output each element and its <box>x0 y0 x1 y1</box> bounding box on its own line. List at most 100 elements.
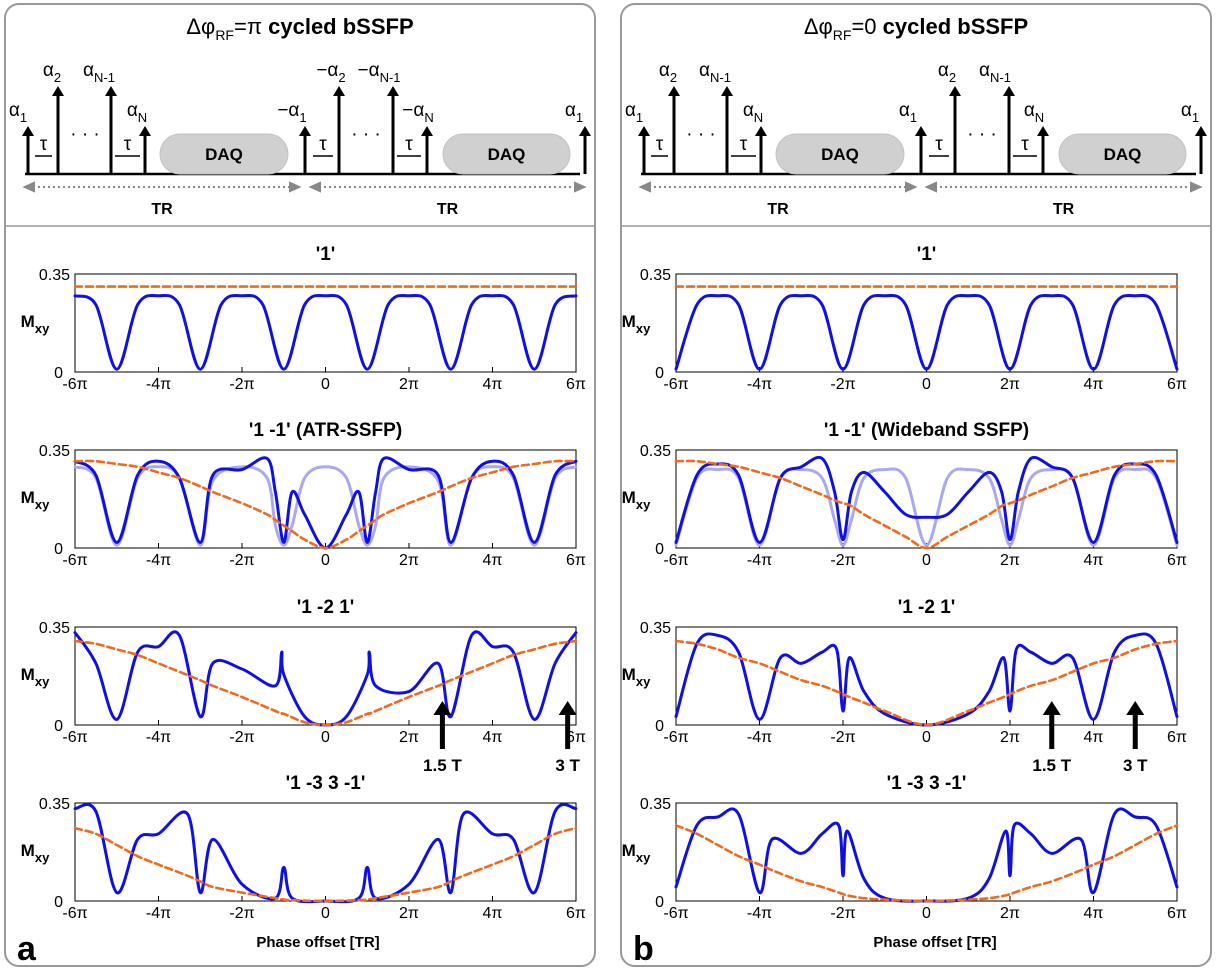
y-tick-label: 0.35 <box>39 620 70 637</box>
x-tick-label: 2π <box>1000 552 1020 569</box>
flip-angle-label: αN <box>743 100 763 125</box>
y-tick-label: 0.35 <box>640 267 671 284</box>
y-tick-label: 0.35 <box>640 443 671 460</box>
field-strength-arrowhead <box>1126 701 1145 715</box>
tr-label: TR <box>151 201 173 218</box>
rf-pulse-arrowhead <box>579 126 591 136</box>
x-tick-label: 0 <box>922 905 931 922</box>
tau-label: τ <box>1021 134 1029 155</box>
plot-title: '1 -3 3 -1' <box>887 773 967 794</box>
sequence-title: ΔφRF=0 cycled bSSFP <box>804 14 1028 43</box>
daq-block <box>159 133 289 175</box>
flip-angle-label: −αN-1 <box>357 60 400 85</box>
y-axis-label: Mxy <box>21 488 50 512</box>
x-tick-label: -4π <box>146 905 171 922</box>
rf-pulse-arrowhead <box>1037 126 1049 136</box>
flip-angle-label: α1 <box>9 100 27 125</box>
y-tick-label: 0.35 <box>39 267 70 284</box>
x-tick-label: 0 <box>321 552 330 569</box>
x-tick-label: -6π <box>62 729 87 746</box>
flip-angle-label: α2 <box>43 60 61 85</box>
x-tick-label: 2π <box>399 905 419 922</box>
x-tick-label: -2π <box>229 552 254 569</box>
panel-letter: b <box>633 930 654 968</box>
flip-angle-label: αN <box>1024 100 1044 125</box>
tau-label: τ <box>405 134 413 155</box>
x-tick-label: -6π <box>663 552 688 569</box>
x-tick-label: -6π <box>62 552 87 569</box>
x-tick-label: -6π <box>62 905 87 922</box>
x-tick-label: -6π <box>663 376 688 393</box>
rf-pulse-arrowhead <box>299 126 311 136</box>
x-tick-label: -2π <box>229 376 254 393</box>
x-tick-label: 0 <box>321 905 330 922</box>
y-tick-label: 0 <box>54 894 63 911</box>
y-tick-label: 0.35 <box>640 796 671 813</box>
y-tick-label: 0 <box>54 365 63 382</box>
tr-label: TR <box>437 201 459 218</box>
x-tick-label: 6π <box>1167 552 1187 569</box>
x-tick-label: 6π <box>1167 376 1187 393</box>
flip-angle-label: −α1 <box>277 100 306 125</box>
rf-pulse-arrowhead <box>1003 86 1015 96</box>
rf-pulse-arrowhead <box>22 126 34 136</box>
plot-title: '1 -1' (ATR-SSFP) <box>249 420 402 441</box>
y-tick-label: 0.35 <box>39 796 70 813</box>
plot-title: '1 -2 1' <box>297 597 355 618</box>
x-tick-label: 4π <box>1084 729 1104 746</box>
plot-b-2: '1 -1' (Wideband SSFP) 0.35 0 Mxy -6π -4π -2π 0… <box>622 420 1187 569</box>
x-tick-label: -2π <box>830 729 855 746</box>
x-tick-label: -2π <box>229 905 254 922</box>
x-axis-title: Phase offset [TR] <box>256 934 379 951</box>
flip-angle-label: α2 <box>659 60 677 85</box>
panel-letter: a <box>17 930 37 968</box>
field-strength-arrowhead <box>433 701 452 715</box>
x-tick-label: -4π <box>747 376 772 393</box>
tau-label: τ <box>124 134 132 155</box>
x-tick-label: 6π <box>566 552 586 569</box>
rf-pulse-arrowhead <box>638 126 650 136</box>
series-envelope <box>73 826 578 903</box>
y-axis-label: Mxy <box>622 841 651 865</box>
y-tick-label: 0 <box>655 541 664 558</box>
rf-pulse-arrowhead <box>105 86 117 96</box>
tau-label: τ <box>935 134 943 155</box>
plot-title: '1 -3 3 -1' <box>286 773 366 794</box>
pulse-ellipsis: · · · <box>70 124 100 145</box>
series-main <box>674 293 1179 371</box>
sequence-title: ΔφRF=π cycled bSSFP <box>186 14 413 43</box>
tau-label: τ <box>656 134 664 155</box>
series-envelope <box>674 459 1179 550</box>
flip-angle-label: α1 <box>625 100 643 125</box>
x-tick-label: 2π <box>1000 376 1020 393</box>
x-tick-label: -6π <box>663 905 688 922</box>
daq-label: DAQ <box>205 145 243 164</box>
rf-pulse-arrowhead <box>387 86 399 96</box>
tau-label: τ <box>40 134 48 155</box>
y-axis-label: Mxy <box>622 312 651 336</box>
rf-pulse-arrowhead <box>915 126 927 136</box>
flip-angle-label: αN <box>127 100 147 125</box>
x-tick-label: 0 <box>321 376 330 393</box>
flip-angle-label: −α2 <box>316 60 345 85</box>
x-tick-label: -4π <box>747 905 772 922</box>
tau-label: τ <box>740 134 748 155</box>
x-tick-label: 6π <box>1167 905 1187 922</box>
plot-b-3: '1 -2 1' 0.35 0 Mxy -6π -4π -2π 0 2π 4π 6π 1.5 T 3 T <box>622 597 1187 775</box>
flip-angle-label: α1 <box>1181 100 1199 125</box>
daq-label: DAQ <box>488 145 526 164</box>
rf-pulse-arrowhead <box>949 86 961 96</box>
tr-label: TR <box>1053 201 1075 218</box>
flip-angle-label: α2 <box>938 60 956 85</box>
plot-title: '1 -1' (Wideband SSFP) <box>824 420 1029 441</box>
x-tick-label: -6π <box>62 376 87 393</box>
x-tick-label: 4π <box>483 552 503 569</box>
plot-a-2: '1 -1' (ATR-SSFP) 0.35 0 Mxy -6π -4π -2π 0 2π 4π 6… <box>21 420 586 569</box>
y-tick-label: 0 <box>54 718 63 735</box>
x-tick-label: -6π <box>663 729 688 746</box>
field-strength-label: 3 T <box>1123 756 1148 775</box>
series-envelope <box>674 639 1179 727</box>
plot-a-3: '1 -2 1' 0.35 0 Mxy -6π -4π -2π 0 2π 4π 6π 1.5 T 3 T <box>21 597 586 775</box>
